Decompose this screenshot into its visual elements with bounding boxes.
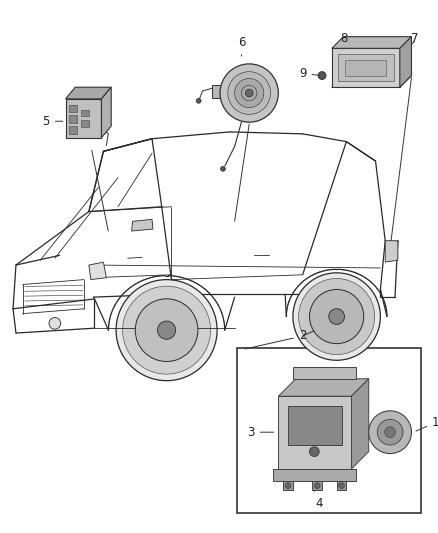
Polygon shape	[89, 262, 106, 280]
Polygon shape	[332, 76, 411, 87]
Bar	[278, 396, 351, 469]
Circle shape	[299, 279, 374, 354]
Circle shape	[235, 78, 264, 108]
Polygon shape	[332, 37, 411, 49]
Bar	[293, 367, 356, 379]
Text: 2: 2	[245, 329, 307, 349]
Circle shape	[285, 483, 291, 489]
Circle shape	[318, 71, 326, 79]
Bar	[69, 104, 77, 112]
Text: 7: 7	[411, 32, 418, 45]
Circle shape	[385, 427, 396, 438]
Circle shape	[49, 318, 61, 329]
Bar	[81, 110, 89, 116]
Text: 8: 8	[340, 32, 347, 45]
Circle shape	[369, 411, 411, 454]
Polygon shape	[212, 85, 228, 98]
Polygon shape	[283, 481, 293, 490]
Circle shape	[293, 273, 380, 360]
Polygon shape	[332, 49, 400, 87]
Bar	[237, 348, 421, 513]
Circle shape	[314, 483, 320, 489]
Circle shape	[220, 166, 226, 171]
Text: 5: 5	[42, 115, 63, 128]
Polygon shape	[273, 469, 356, 481]
Polygon shape	[102, 87, 111, 138]
Polygon shape	[278, 379, 369, 396]
Circle shape	[220, 64, 278, 122]
Circle shape	[158, 321, 176, 339]
Polygon shape	[385, 241, 398, 262]
Text: 3: 3	[247, 426, 274, 439]
Bar	[346, 60, 386, 76]
Polygon shape	[337, 481, 346, 490]
Text: 6: 6	[238, 36, 245, 56]
Circle shape	[329, 309, 345, 325]
Circle shape	[309, 447, 319, 456]
Bar	[338, 54, 394, 82]
Circle shape	[228, 71, 271, 115]
Circle shape	[339, 483, 344, 489]
Text: 1: 1	[416, 416, 438, 431]
Bar	[288, 406, 342, 445]
Text: 4: 4	[314, 490, 323, 510]
Text: 9: 9	[299, 67, 319, 80]
Circle shape	[116, 280, 217, 381]
Polygon shape	[66, 99, 102, 138]
Circle shape	[245, 89, 253, 97]
Circle shape	[241, 85, 257, 101]
Circle shape	[123, 286, 211, 374]
Circle shape	[377, 419, 403, 445]
Bar	[69, 115, 77, 123]
Polygon shape	[131, 220, 153, 231]
Polygon shape	[351, 379, 369, 469]
Bar	[81, 120, 89, 127]
Polygon shape	[312, 481, 322, 490]
Circle shape	[196, 99, 201, 103]
Circle shape	[135, 299, 198, 361]
Polygon shape	[400, 37, 411, 87]
Circle shape	[310, 289, 364, 344]
Bar	[69, 126, 77, 134]
Polygon shape	[66, 87, 111, 99]
